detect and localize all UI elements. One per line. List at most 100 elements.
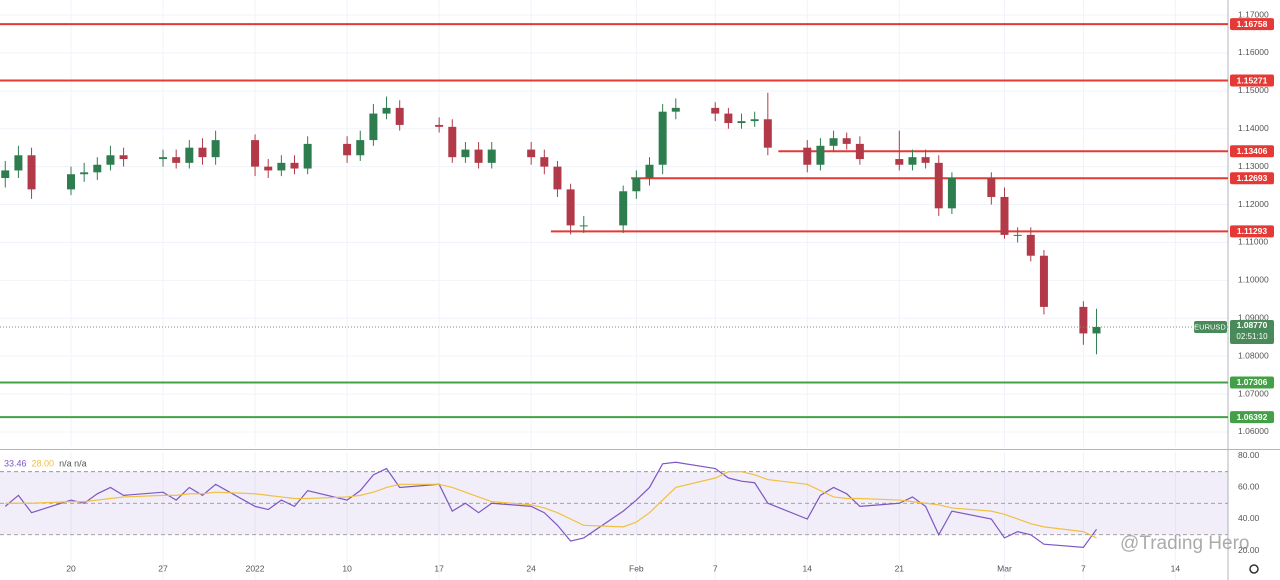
level-tag [1230, 18, 1274, 31]
candle-body [632, 178, 641, 192]
candle-body [356, 140, 365, 156]
level-label: 1.07306 [1237, 377, 1268, 387]
candle-body [369, 113, 378, 141]
candle-body [290, 162, 299, 169]
countdown: 02:51:10 [1236, 332, 1268, 341]
x-tick-label: Mar [997, 563, 1012, 573]
rsi-tick-label: 60.00 [1238, 482, 1260, 492]
candle-body [448, 126, 457, 158]
y-tick-label: 1.11000 [1238, 237, 1268, 247]
x-tick-label: 7 [1081, 563, 1086, 573]
last-price-tag [1230, 319, 1274, 344]
y-tick-label: 1.06000 [1238, 426, 1269, 436]
level-tag [1230, 411, 1274, 424]
x-tick-label: 14 [803, 563, 813, 573]
candle-body [895, 159, 904, 165]
y-tick-label: 1.12000 [1238, 199, 1269, 209]
symbol-label: EURUSD [1194, 322, 1226, 331]
candle-body [474, 149, 483, 163]
settings-icon[interactable] [1249, 564, 1259, 574]
candle-body [619, 191, 628, 226]
candle-body [987, 178, 996, 197]
candle-body [264, 166, 273, 171]
symbol-tag [1194, 320, 1227, 333]
candle-body [119, 155, 128, 160]
x-tick-label: 17 [434, 563, 444, 573]
rsi-legend: 33.46 [4, 458, 27, 468]
x-tick-label: Feb [629, 563, 644, 573]
candle-body [671, 107, 680, 112]
level-tag [1230, 145, 1274, 158]
candle-body [842, 138, 851, 144]
candle-body [1039, 255, 1048, 307]
x-tick-label: 24 [526, 563, 536, 573]
x-tick-label: 10 [342, 563, 352, 573]
candle-body [159, 157, 168, 160]
candle-body [829, 138, 838, 146]
y-tick-label: 1.09000 [1238, 313, 1269, 323]
candle-body [251, 140, 260, 167]
level-label: 1.15271 [1237, 75, 1268, 85]
candle-body [1079, 306, 1088, 334]
candle-body [66, 174, 75, 190]
candle-body [277, 162, 286, 171]
candle-body [908, 157, 917, 165]
candle-body [540, 157, 549, 167]
candle-body [737, 121, 746, 124]
rsi-tick-label: 80.00 [1238, 450, 1260, 460]
candle-body [303, 143, 312, 169]
candle-body [947, 178, 956, 209]
candle-body [1000, 196, 1009, 235]
candle-body [750, 119, 759, 122]
level-tag [1230, 376, 1274, 389]
y-tick-label: 1.10000 [1238, 275, 1269, 285]
level-tag [1230, 225, 1274, 238]
rsi-legend: n/a n/a [59, 458, 87, 468]
candle-body [658, 111, 667, 165]
candle-body [185, 147, 194, 163]
candle-body [724, 113, 733, 124]
candle-body [645, 164, 654, 179]
rsi-legend: 28.00 [32, 458, 55, 468]
rsi-tick-label: 40.00 [1238, 513, 1260, 523]
x-tick-label: 7 [713, 563, 718, 573]
y-tick-label: 1.07000 [1238, 388, 1269, 398]
candle-body [172, 157, 181, 163]
last-price-label: 1.08770 [1237, 320, 1268, 330]
x-tick-label: 21 [895, 563, 905, 573]
candle-body [106, 155, 115, 165]
rsi-line [4, 461, 1098, 548]
y-tick-label: 1.13000 [1238, 161, 1269, 171]
level-label: 1.13406 [1237, 146, 1268, 156]
candle-body [487, 149, 496, 163]
candle-body [1026, 234, 1035, 256]
candle-body [763, 119, 772, 148]
x-tick-label: 20 [66, 563, 76, 573]
candle-body [211, 140, 220, 158]
x-tick-label: 14 [1171, 563, 1181, 573]
y-tick-label: 1.17000 [1238, 9, 1269, 19]
candle-body [198, 147, 207, 158]
candle-body [855, 143, 864, 160]
candle-body [461, 149, 470, 158]
candle-body [803, 147, 812, 165]
y-tick-label: 1.16000 [1238, 47, 1269, 57]
y-tick-label: 1.08000 [1238, 350, 1269, 360]
rsi-line [5, 471, 1097, 539]
candle-body [395, 107, 404, 125]
candle-body [80, 172, 89, 175]
candle-body [553, 166, 562, 190]
candle-body [343, 143, 352, 156]
x-tick-label: 2022 [246, 563, 265, 573]
candle-body [1013, 234, 1022, 236]
candle-body [1092, 326, 1101, 334]
candle-body [934, 162, 943, 209]
x-tick-label: 27 [158, 563, 168, 573]
rsi-tick-label: 20.00 [1238, 545, 1260, 555]
level-label: 1.11293 [1237, 226, 1268, 236]
level-label: 1.12693 [1237, 173, 1268, 183]
candle-body [435, 124, 444, 127]
candle-body [14, 155, 23, 171]
